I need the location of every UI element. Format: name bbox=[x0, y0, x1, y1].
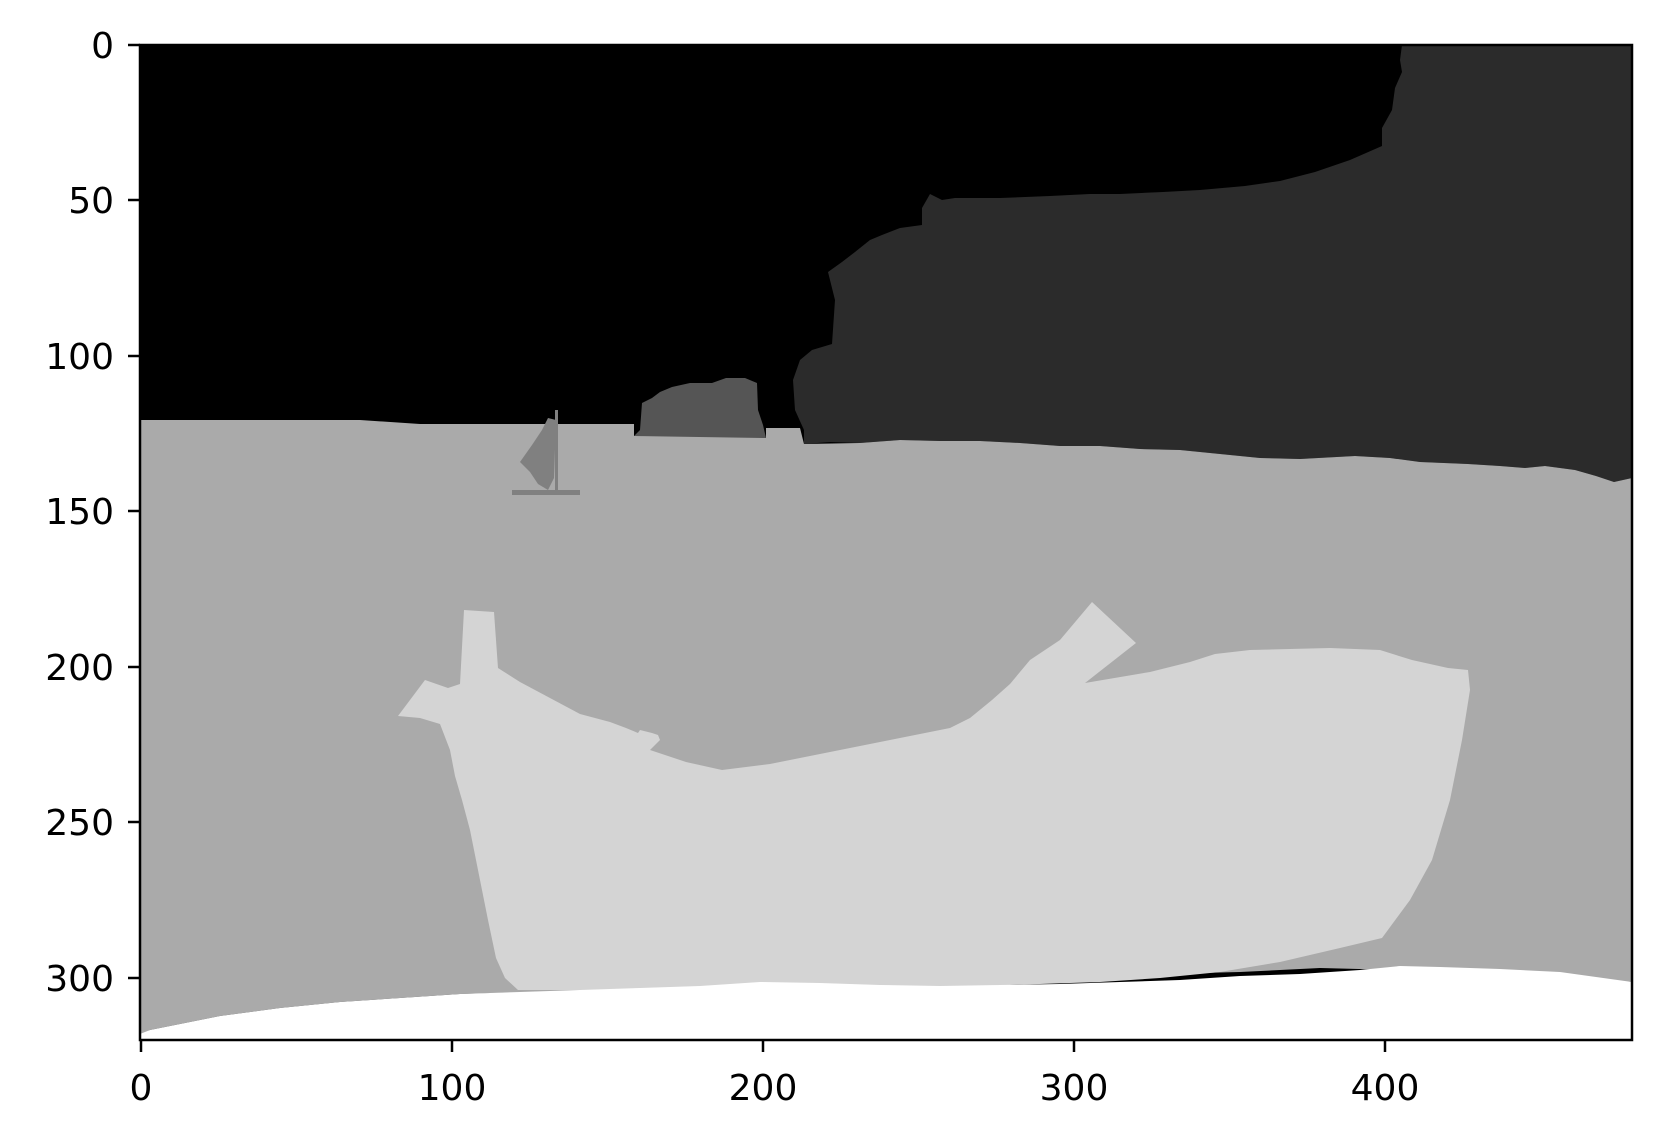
sailboat-mast bbox=[555, 410, 558, 494]
y-tick-label: 50 bbox=[68, 181, 114, 222]
y-tick-label: 300 bbox=[45, 959, 114, 1000]
segmentation-image bbox=[140, 45, 1632, 1040]
foreground-sand-region bbox=[140, 966, 1632, 1040]
x-tick-label: 300 bbox=[1040, 1068, 1109, 1109]
distant-island-region bbox=[793, 45, 1632, 482]
x-axis: 0 100 200 300 400 bbox=[130, 1040, 1420, 1109]
sailboat-region bbox=[520, 418, 556, 490]
x-tick-label: 0 bbox=[130, 1068, 153, 1109]
y-tick-label: 200 bbox=[45, 648, 114, 689]
sailboat-hull bbox=[512, 490, 580, 495]
y-tick-label: 250 bbox=[45, 803, 114, 844]
y-tick-label: 0 bbox=[91, 26, 114, 67]
y-tick-label: 100 bbox=[45, 337, 114, 378]
x-tick-label: 200 bbox=[729, 1068, 798, 1109]
x-tick-label: 400 bbox=[1351, 1068, 1420, 1109]
boat-region bbox=[398, 602, 1470, 990]
plot-frame bbox=[138, 43, 1634, 1042]
small-rock-region bbox=[634, 378, 766, 440]
y-axis: 0 50 100 150 200 250 300 bbox=[45, 26, 140, 1000]
x-tick-label: 100 bbox=[418, 1068, 487, 1109]
y-tick-label: 150 bbox=[45, 492, 114, 533]
